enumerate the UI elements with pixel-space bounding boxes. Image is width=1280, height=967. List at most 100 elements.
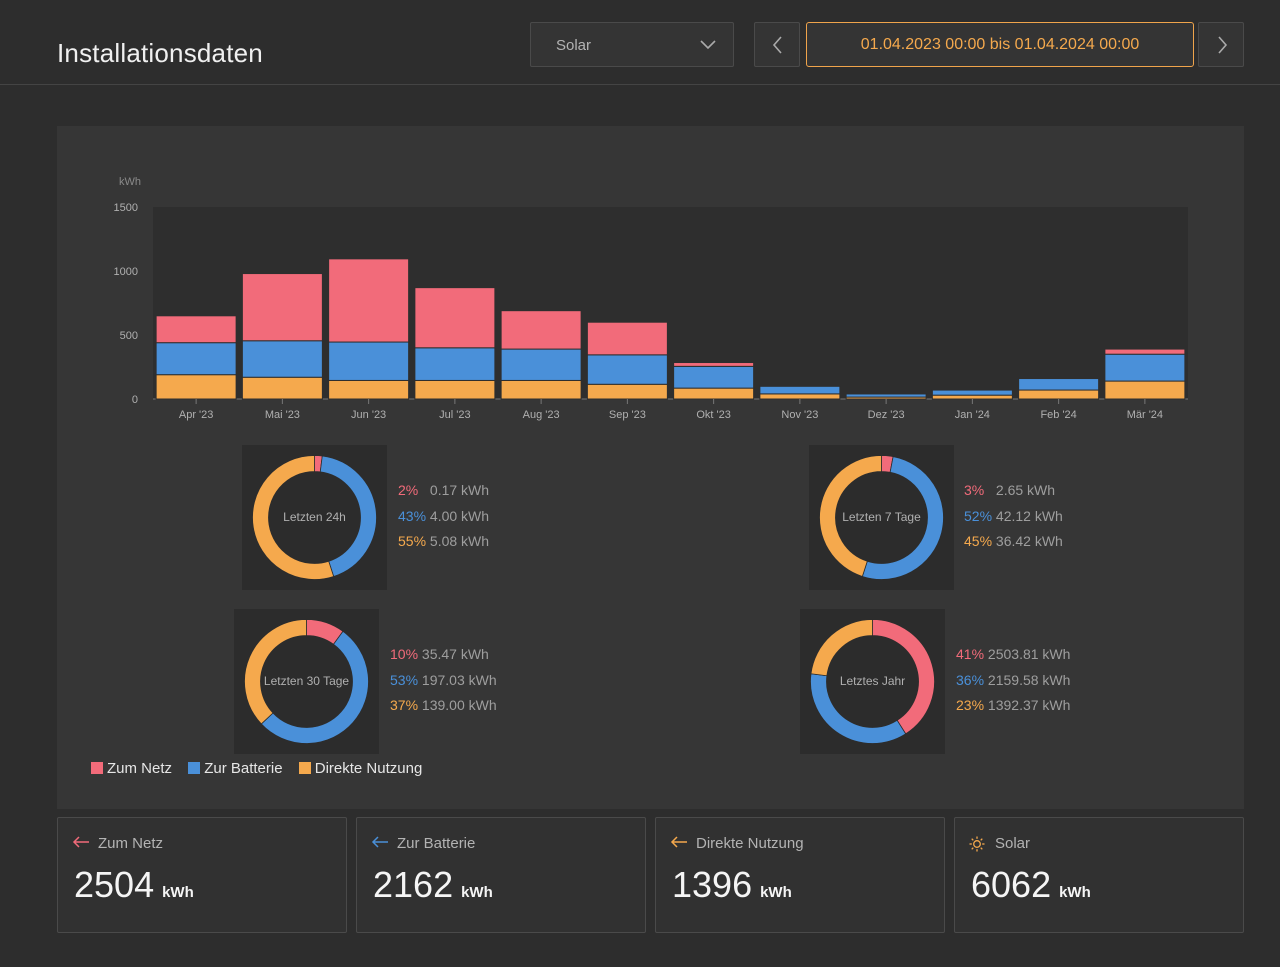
source-select-value: Solar (556, 37, 592, 54)
bar-segment (328, 341, 410, 381)
donut-label: Letzten 30 Tage (263, 674, 350, 688)
x-tick-label: Jan '24 (955, 409, 990, 421)
x-tick-label: Sep '23 (609, 409, 646, 421)
donut-legend-row: 45% 36.42 kWh (964, 529, 1063, 555)
bar-segment (1104, 380, 1186, 400)
arrow-left-icon (670, 836, 687, 848)
donut-legend-row: 55% 5.08 kWh (398, 529, 489, 555)
bar-segment (500, 379, 582, 400)
donut-legend-row: 36% 2159.58 kWh (956, 668, 1070, 694)
bar-segment (241, 376, 323, 400)
donut-slice (244, 619, 307, 725)
donut-ring (819, 455, 944, 580)
card-zum-netz: Zum Netz 2504 kWh (57, 817, 347, 933)
donut-legend-jahr: 41% 2503.81 kWh 36% 2159.58 kWh 23% 1392… (956, 642, 1070, 719)
donut-legend-row: 52% 42.12 kWh (964, 504, 1063, 530)
header: Installationsdaten Solar 01.04.2023 00:0… (0, 0, 1280, 85)
donut-legend-row: 23% 1392.37 kWh (956, 693, 1070, 719)
bar-segment (673, 387, 755, 400)
bar-segment (1018, 377, 1100, 380)
donut-label: Letzten 7 Tage (842, 510, 921, 524)
bar-segment (155, 374, 237, 400)
bar-segment (673, 365, 755, 389)
bar-segment (586, 321, 668, 356)
card-direkte-nutzung: Direkte Nutzung 1396 kWh (655, 817, 945, 933)
y-tick-label: 0 (132, 394, 138, 406)
card-label: Direkte Nutzung (696, 835, 804, 852)
legend-item-direkte-nutzung[interactable]: Direkte Nutzung (298, 760, 422, 777)
bar-segment (586, 354, 668, 385)
card-value: 2162 kWh (373, 864, 493, 905)
card-label: Zum Netz (98, 835, 164, 852)
chart-legend: Zum Netz Zur Batterie Direkte Nutzung (91, 760, 434, 777)
previous-period-button[interactable] (754, 22, 800, 67)
donut-pct: 53% (390, 671, 419, 688)
bar-segment (759, 385, 841, 387)
card-value: 1396 kWh (672, 864, 792, 905)
donut-pct: 37% (390, 697, 419, 713)
legend-item-zum-netz[interactable]: Zum Netz (91, 760, 172, 777)
bar-segment (414, 287, 496, 349)
x-tick-label: Mai '23 (265, 409, 300, 421)
donut-value: 42.12 kWh (995, 507, 1063, 524)
card-solar: Solar 6062 kWh (954, 817, 1244, 933)
legend-swatch (188, 762, 201, 774)
x-tick-label: Dez '23 (868, 409, 905, 421)
bar-segment (1018, 378, 1100, 391)
bar-segment (586, 383, 668, 400)
donut-slice (819, 455, 882, 577)
donut-legend-24h: 2% 0.17 kWh 43% 4.00 kWh 55% 5.08 kWh (398, 478, 489, 555)
x-tick-label: Jun '23 (351, 409, 386, 421)
bar-segment (1104, 353, 1186, 382)
donut-label: Letztes Jahr (839, 674, 906, 688)
bar-segment (1018, 389, 1100, 400)
stacked-bar-chart: kWh 0 500 1000 1500 Apr '23 Mai '23 Jun '23 Jul … (114, 176, 1188, 421)
donut-value: 197.03 kWh (421, 671, 497, 688)
y-axis-unit: kWh (119, 176, 141, 188)
donut-ring (244, 619, 369, 744)
x-tick-label: Aug '23 (523, 409, 560, 421)
bar-segment (673, 362, 755, 367)
legend-item-zur-batterie[interactable]: Zur Batterie (188, 760, 283, 777)
bar-segment (414, 379, 496, 400)
x-tick-label: Okt '23 (696, 409, 731, 421)
donut-pct: 52% (964, 507, 993, 524)
donut-pct: 36% (956, 671, 985, 688)
source-select[interactable]: Solar (530, 22, 734, 67)
donut-pct: 3% (964, 482, 985, 498)
donut-letztes-jahr: Letztes Jahr (800, 609, 945, 754)
card-zur-batterie: Zur Batterie 2162 kWh (356, 817, 646, 933)
bar-segment (759, 385, 841, 395)
bar-segment (931, 388, 1013, 391)
bar-segment (759, 393, 841, 400)
bar-segment (500, 310, 582, 350)
donut-pct: 41% (956, 646, 985, 662)
donut-value: 139.00 kWh (421, 697, 497, 713)
date-range-picker[interactable]: 01.04.2023 00:00 bis 01.04.2024 00:00 (806, 22, 1194, 67)
card-value: 2504 kWh (74, 864, 194, 905)
donut-label: Letzten 24h (283, 510, 346, 524)
chevron-right-icon (1218, 36, 1228, 54)
legend-swatch (91, 762, 103, 774)
donut-value: 0.17 kWh (429, 482, 490, 498)
donut-value: 2503.81 kWh (987, 646, 1071, 662)
donut-letzten-24h: Letzten 24h (242, 445, 387, 590)
donut-legend-row: 37% 139.00 kWh (390, 693, 497, 719)
donut-value: 1392.37 kWh (987, 697, 1071, 713)
donut-letzten-30-tage: Letzten 30 Tage (234, 609, 379, 754)
donut-slice (252, 455, 335, 580)
donut-pct: 2% (398, 482, 419, 498)
bar-segment (931, 389, 1013, 396)
x-tick-label: Nov '23 (781, 409, 818, 421)
x-tick-label: Feb '24 (1040, 409, 1076, 421)
plot-area (153, 207, 1188, 399)
bar-segment (414, 347, 496, 381)
donut-pct: 10% (390, 646, 419, 662)
page-title: Installationsdaten (57, 38, 263, 68)
donut-legend-7-tage: 3% 2.65 kWh 52% 42.12 kWh 45% 36.42 kWh (964, 478, 1063, 555)
donut-legend-row: 2% 0.17 kWh (398, 478, 489, 504)
bar-segment (155, 342, 237, 376)
donut-pct: 45% (964, 533, 993, 549)
next-period-button[interactable] (1198, 22, 1244, 67)
legend-swatch (298, 762, 311, 774)
